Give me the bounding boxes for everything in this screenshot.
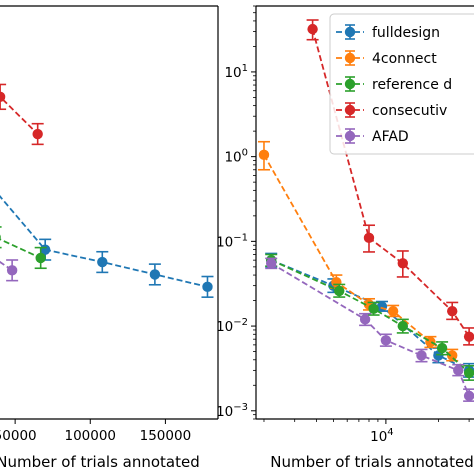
data-point xyxy=(463,390,474,402)
x-tick-label: 104 xyxy=(370,427,394,445)
legend-entry-4connect: 4connect xyxy=(336,50,437,67)
series-line-reference-design xyxy=(270,259,470,374)
right-plot-area xyxy=(257,19,474,402)
left-plot-area xyxy=(0,83,214,298)
series-4connect xyxy=(257,140,459,362)
y-tick-label: 101 xyxy=(224,63,248,81)
data-point xyxy=(463,331,474,342)
y-tick-label: 10−3 xyxy=(216,402,248,420)
series-reference-design xyxy=(0,226,47,270)
data-point xyxy=(258,149,270,161)
legend: fulldesign 4connect reference d consecutiv A… xyxy=(329,13,474,155)
data-point xyxy=(447,305,458,317)
x-tick-label: 150000 xyxy=(140,428,192,444)
data-point xyxy=(202,281,213,293)
data-point xyxy=(380,335,392,346)
legend-entry-afad: AFAD xyxy=(336,128,409,145)
x-tick-label: 50000 xyxy=(0,428,37,444)
data-point xyxy=(447,350,458,361)
legend-marker xyxy=(344,104,356,116)
data-point xyxy=(334,285,345,297)
data-point xyxy=(6,265,18,276)
data-point xyxy=(363,232,375,244)
data-point xyxy=(387,305,399,317)
legend-marker xyxy=(344,26,356,38)
legend-label: fulldesign xyxy=(372,25,440,41)
x-axis-label: Number of trials annotated xyxy=(270,453,474,471)
data-point xyxy=(307,23,318,35)
y-tick-label: 100 xyxy=(224,148,248,166)
y-tick-label: 10−1 xyxy=(216,232,248,250)
legend-label: 4connect xyxy=(372,51,437,67)
data-point xyxy=(368,303,379,314)
right-chart-panel: 10−3 10−2 10−1 100 101 104 Number of trials an… xyxy=(216,5,474,471)
legend-marker xyxy=(344,52,356,64)
series-line-afad xyxy=(0,260,13,272)
data-point xyxy=(0,234,1,241)
legend-frame xyxy=(329,13,474,155)
data-point xyxy=(397,258,408,269)
series-line-reference-design xyxy=(0,238,42,259)
legend-entry-consecutive: consecutiv xyxy=(336,102,447,119)
series-consecutive xyxy=(306,19,474,346)
x-tick-label: 100000 xyxy=(64,428,116,444)
data-point xyxy=(266,258,277,269)
data-point xyxy=(463,367,474,379)
data-point xyxy=(35,252,46,264)
data-point xyxy=(453,365,464,376)
series-afad xyxy=(0,259,19,282)
series-consecutive xyxy=(0,83,44,146)
legend-entry-fulldesign: fulldesign xyxy=(336,24,440,41)
series-afad xyxy=(265,257,474,402)
series-line-4connect xyxy=(263,154,453,357)
legend-label: AFAD xyxy=(372,129,409,145)
data-point xyxy=(32,128,43,140)
data-point xyxy=(359,314,371,325)
series-fulldesign xyxy=(0,195,214,298)
legend-marker xyxy=(344,130,356,142)
series-reference-design xyxy=(265,253,474,381)
y-tick-label: 10−2 xyxy=(216,317,248,335)
x-axis-label: Number of trials annotated xyxy=(0,453,200,471)
data-point xyxy=(97,256,108,268)
data-point xyxy=(436,342,448,354)
legend-entry-reference-design: reference d xyxy=(336,76,452,93)
data-point xyxy=(416,350,427,361)
series-line-afad xyxy=(270,262,470,397)
legend-label: consecutiv xyxy=(372,103,447,119)
left-chart-panel: 50000 100000 150000 Number of trials annota… xyxy=(0,5,219,471)
legend-label: reference d xyxy=(372,77,452,93)
data-point xyxy=(149,269,161,280)
data-point xyxy=(425,336,436,348)
data-point xyxy=(397,320,408,332)
data-point xyxy=(0,91,6,103)
legend-marker xyxy=(344,78,356,90)
